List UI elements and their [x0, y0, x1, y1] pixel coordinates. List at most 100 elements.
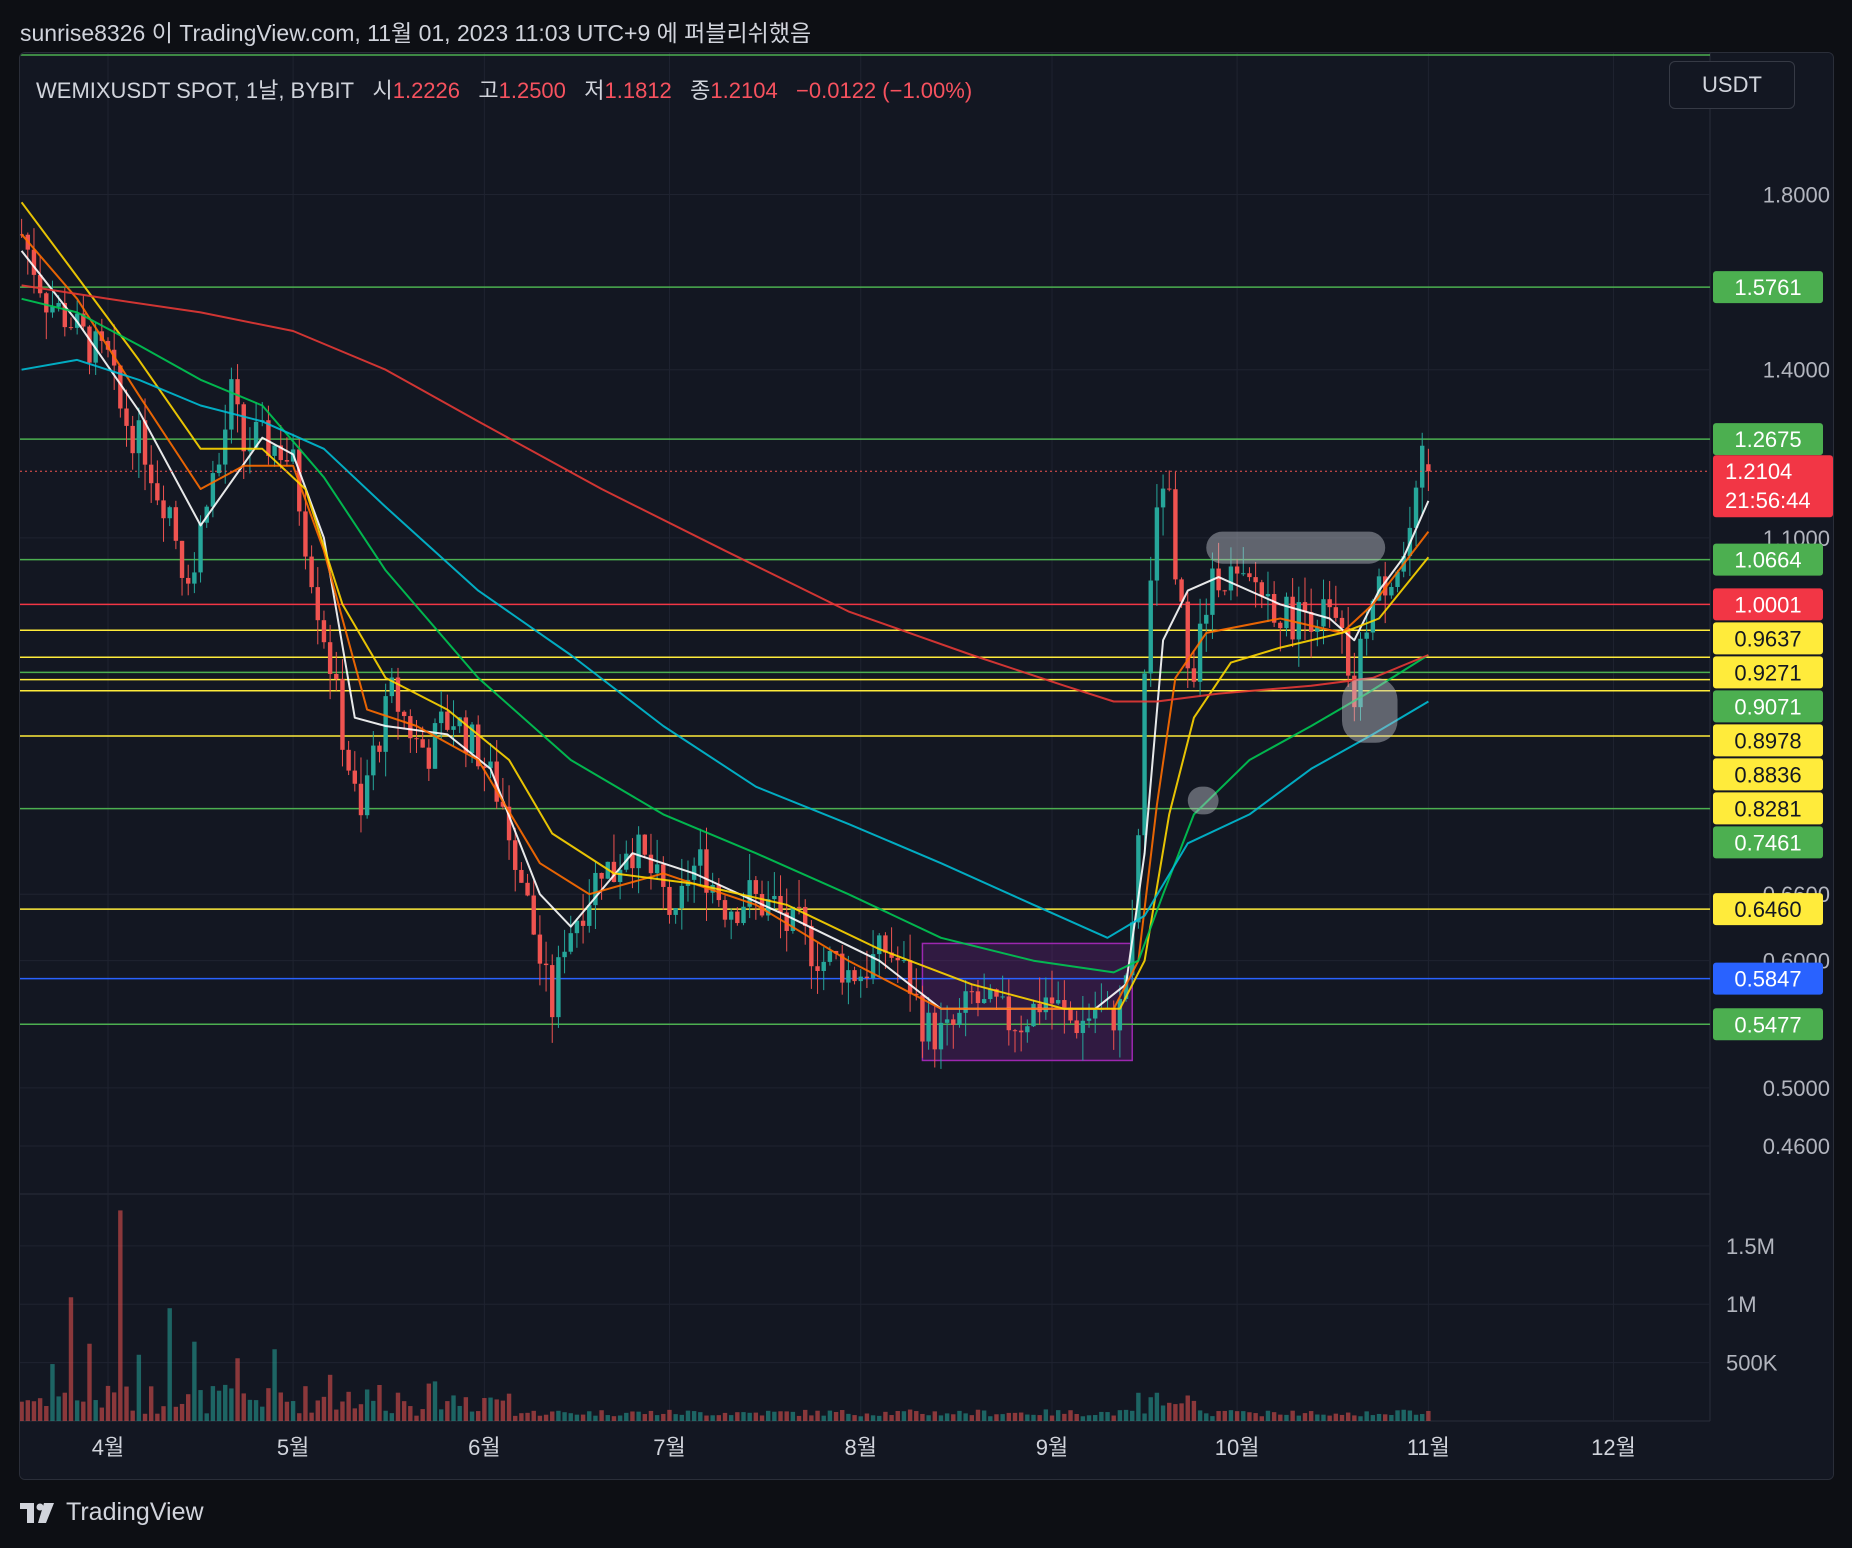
volume-bar	[229, 1388, 234, 1421]
volume-bar	[827, 1410, 833, 1421]
candle-body	[562, 951, 567, 958]
volume-bar	[1253, 1413, 1258, 1421]
volume-bar	[44, 1406, 49, 1421]
volume-bar	[698, 1412, 703, 1421]
volume-bar	[315, 1400, 320, 1421]
volume-bar	[691, 1411, 697, 1421]
candle-body	[679, 885, 685, 909]
volume-bar	[944, 1413, 950, 1421]
candle-body	[1395, 571, 1400, 587]
candle-body	[784, 912, 789, 931]
volume-bar	[1271, 1412, 1277, 1421]
high-value: 1.2500	[498, 78, 566, 103]
volume-bar	[901, 1411, 907, 1421]
candle-body	[642, 834, 647, 855]
moving-average-line	[20, 250, 1430, 1010]
volume-bar	[204, 1413, 209, 1421]
close-value: 1.2104	[710, 78, 778, 103]
candle-body	[1278, 622, 1283, 629]
level-price-label-bg	[1713, 622, 1823, 655]
candle-body	[1296, 602, 1302, 640]
candle-body	[62, 302, 68, 328]
volume-bar	[1160, 1405, 1166, 1421]
candle-body	[654, 864, 660, 874]
volume-bar	[1278, 1414, 1283, 1421]
candle-body	[574, 920, 580, 934]
candle-body	[648, 854, 654, 874]
publish-info: sunrise8326 이 TradingView.com, 11월 01, 2…	[20, 20, 812, 46]
candle-body	[963, 991, 968, 1013]
current-price-label: 1.2104 21:56:44	[1713, 455, 1833, 518]
chart-panel[interactable]: 4월 5월 6월 7월 8월 9월 10월 11월 12월 1.8000 1.4000 1.1000 0…	[19, 52, 1834, 1480]
candle-body	[87, 326, 92, 363]
level-price-label-bg	[1713, 962, 1823, 995]
candle-body	[1130, 922, 1135, 976]
level-price-label: 0.9071	[1713, 690, 1823, 723]
level-price-label: 0.8281	[1713, 792, 1823, 825]
candle-body	[352, 770, 357, 784]
candle-body	[531, 895, 536, 935]
candle-body	[198, 522, 203, 573]
candle-body	[1006, 996, 1012, 1031]
volume-bar	[704, 1415, 709, 1421]
candle-body	[747, 880, 752, 907]
candle-body	[1025, 1026, 1030, 1033]
level-price-label-text: 0.5847	[1734, 967, 1801, 992]
volume-bar	[525, 1412, 530, 1421]
candle-body	[1167, 488, 1172, 490]
candle-body	[1204, 614, 1209, 624]
level-price-label-bg	[1713, 271, 1823, 304]
price-tick-label: 0.4600	[1763, 1134, 1830, 1159]
footer-brand[interactable]: TradingView	[20, 1498, 204, 1527]
volume-bar	[858, 1416, 863, 1421]
candle-body	[617, 869, 623, 883]
candle-body	[136, 420, 142, 454]
chart-canvas[interactable]: 4월 5월 6월 7월 8월 9월 10월 11월 12월1.80001.40001.10000…	[20, 53, 1833, 1479]
currency-button[interactable]: USDT	[1669, 61, 1795, 109]
volume-bar	[877, 1415, 882, 1421]
volume-bar	[1179, 1403, 1184, 1421]
volume-bar	[1370, 1415, 1376, 1421]
moving-average-line	[21, 358, 1429, 939]
candle-body	[1382, 576, 1388, 596]
volume-bar	[1093, 1415, 1098, 1421]
volume-bar	[1142, 1413, 1147, 1421]
candle-body	[37, 274, 43, 294]
volume-bar	[253, 1400, 259, 1421]
candle-body	[988, 989, 993, 1000]
candle-body	[173, 507, 179, 541]
candle-body	[1055, 1000, 1061, 1004]
candle-body	[31, 249, 37, 275]
level-price-label-text: 0.9637	[1734, 626, 1801, 651]
volume-bar	[463, 1397, 469, 1421]
candle-body	[556, 957, 561, 1018]
volume-bar	[371, 1400, 376, 1421]
level-price-label-bg	[1713, 724, 1823, 757]
volume-bar	[617, 1415, 623, 1421]
candle-body	[661, 864, 666, 887]
candle-body	[272, 445, 277, 456]
level-price-label: 1.0664	[1713, 543, 1823, 576]
volume-bar	[1204, 1413, 1209, 1421]
volume-bar	[346, 1391, 351, 1421]
candle-body	[1117, 998, 1123, 1031]
volume-bar	[377, 1384, 382, 1421]
candle-body	[1364, 632, 1369, 639]
volume-bar	[710, 1415, 715, 1421]
candle-body	[698, 849, 703, 866]
volume-tick-label: 1.5M	[1726, 1234, 1775, 1259]
level-price-label-bg	[1713, 792, 1823, 825]
volume-bar	[56, 1396, 61, 1421]
candle-body	[1358, 638, 1363, 708]
volume-bar	[68, 1297, 74, 1421]
candle-body	[1389, 586, 1394, 596]
open-value: 1.2226	[392, 78, 461, 103]
candle-body	[568, 933, 573, 952]
moving-average-line	[20, 233, 1430, 1010]
candle-body	[395, 677, 401, 712]
candle-body	[796, 906, 802, 908]
level-price-label-text: 1.0664	[1734, 548, 1801, 573]
volume-bar	[1222, 1410, 1227, 1421]
candle-body	[981, 999, 987, 1004]
volume-bar	[81, 1401, 86, 1421]
